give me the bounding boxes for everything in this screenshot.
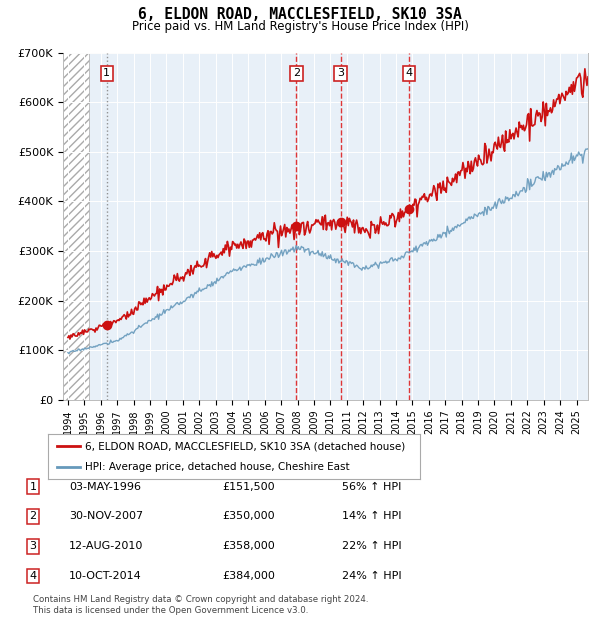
Text: 3: 3	[337, 68, 344, 78]
Text: HPI: Average price, detached house, Cheshire East: HPI: Average price, detached house, Ches…	[85, 463, 350, 472]
Text: 24% ↑ HPI: 24% ↑ HPI	[342, 571, 401, 581]
Text: 2: 2	[293, 68, 300, 78]
Text: 2: 2	[29, 512, 37, 521]
Text: £358,000: £358,000	[222, 541, 275, 551]
Text: 56% ↑ HPI: 56% ↑ HPI	[342, 482, 401, 492]
Text: Price paid vs. HM Land Registry's House Price Index (HPI): Price paid vs. HM Land Registry's House …	[131, 20, 469, 33]
Text: 22% ↑ HPI: 22% ↑ HPI	[342, 541, 401, 551]
Text: £151,500: £151,500	[222, 482, 275, 492]
Text: 1: 1	[103, 68, 110, 78]
Text: 3: 3	[29, 541, 37, 551]
Bar	[63, 53, 89, 400]
Text: 1: 1	[29, 482, 37, 492]
Text: 4: 4	[406, 68, 413, 78]
Text: 03-MAY-1996: 03-MAY-1996	[69, 482, 141, 492]
Text: 4: 4	[29, 571, 37, 581]
Text: 12-AUG-2010: 12-AUG-2010	[69, 541, 143, 551]
Text: This data is licensed under the Open Government Licence v3.0.: This data is licensed under the Open Gov…	[33, 606, 308, 615]
Text: 6, ELDON ROAD, MACCLESFIELD, SK10 3SA (detached house): 6, ELDON ROAD, MACCLESFIELD, SK10 3SA (d…	[85, 441, 406, 451]
Text: £384,000: £384,000	[222, 571, 275, 581]
Text: 6, ELDON ROAD, MACCLESFIELD, SK10 3SA: 6, ELDON ROAD, MACCLESFIELD, SK10 3SA	[138, 7, 462, 22]
Text: £350,000: £350,000	[222, 512, 275, 521]
Text: 14% ↑ HPI: 14% ↑ HPI	[342, 512, 401, 521]
Text: 30-NOV-2007: 30-NOV-2007	[69, 512, 143, 521]
Text: 10-OCT-2014: 10-OCT-2014	[69, 571, 142, 581]
Text: Contains HM Land Registry data © Crown copyright and database right 2024.: Contains HM Land Registry data © Crown c…	[33, 595, 368, 604]
